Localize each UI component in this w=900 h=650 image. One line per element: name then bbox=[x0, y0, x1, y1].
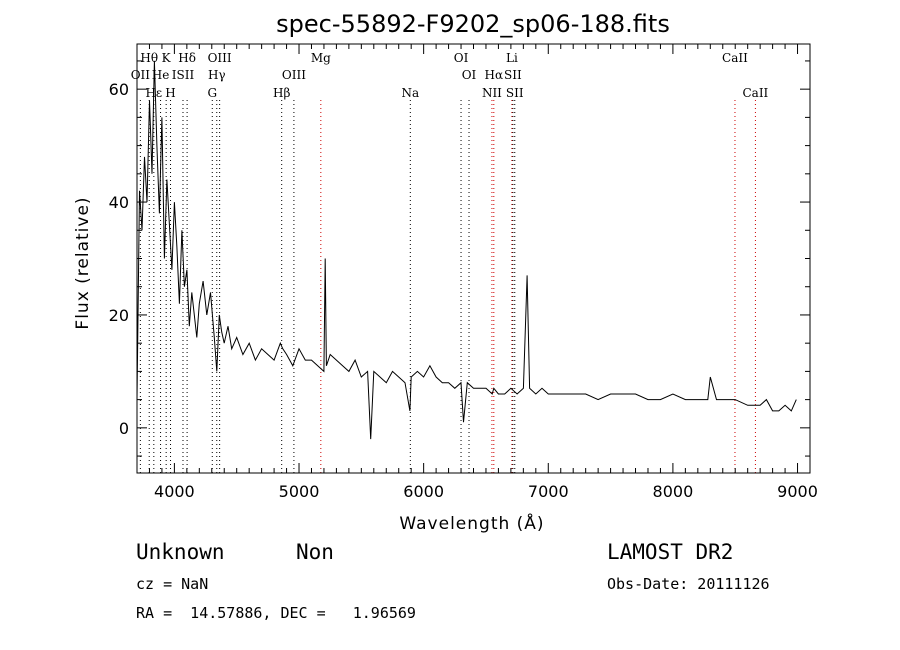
y-axis-label: Flux (relative) bbox=[73, 196, 93, 329]
x-tick-label: 9000 bbox=[777, 482, 818, 501]
spectrum-series-line bbox=[136, 60, 797, 440]
line-marker-label: Hα bbox=[485, 68, 504, 82]
line-marker-label: Mg bbox=[311, 51, 331, 65]
line-marker-label: OII bbox=[131, 68, 151, 82]
obs-date-label: Obs-Date: 20111126 bbox=[607, 575, 770, 593]
line-marker-label: G bbox=[207, 86, 217, 100]
axis-ticks: 4000 5000 6000 7000 8000 9000 0 20 40 60 bbox=[109, 44, 818, 501]
line-marker-label: OIII bbox=[282, 68, 306, 82]
line-marker-label: OIII bbox=[208, 51, 232, 65]
y-tick-label: 0 bbox=[119, 419, 129, 438]
coordinates-label: RA = 14.57886, DEC = 1.96569 bbox=[136, 604, 416, 622]
x-tick-label: 6000 bbox=[403, 482, 444, 501]
x-tick-label: 7000 bbox=[528, 482, 569, 501]
y-tick-label: 60 bbox=[109, 80, 129, 99]
line-marker-label: SII bbox=[504, 68, 522, 82]
line-marker-label: OI bbox=[454, 51, 469, 65]
chart-title: spec-55892-F9202_sp06-188.fits bbox=[276, 10, 670, 38]
y-tick-label: 40 bbox=[109, 193, 129, 212]
x-tick-label: 8000 bbox=[653, 482, 694, 501]
line-marker-label: ISII bbox=[172, 68, 195, 82]
classification-label: Unknown bbox=[136, 540, 225, 564]
line-marker-label: CaII bbox=[722, 51, 748, 65]
line-marker-label: K bbox=[162, 51, 172, 65]
redshift-label: cz = NaN bbox=[136, 575, 209, 593]
plot-frame bbox=[136, 43, 811, 474]
line-marker-label: Hδ bbox=[178, 51, 196, 65]
x-axis-label: Wavelength (Å) bbox=[399, 512, 544, 534]
line-marker-label: Hγ bbox=[208, 68, 226, 82]
line-marker-label: NII bbox=[482, 86, 502, 100]
x-tick-label: 4000 bbox=[154, 482, 195, 501]
line-marker-label: Hθ bbox=[140, 51, 158, 65]
x-tick-label: 5000 bbox=[279, 482, 320, 501]
line-marker-label: Hβ bbox=[273, 86, 290, 100]
line-marker-label: Na bbox=[401, 86, 419, 100]
survey-label: LAMOST DR2 bbox=[607, 540, 734, 564]
y-tick-label: 20 bbox=[109, 306, 129, 325]
line-marker-label: Li bbox=[506, 51, 518, 65]
line-marker-label: SII bbox=[506, 86, 524, 100]
subclass-label: Non bbox=[296, 540, 334, 564]
line-marker-label: H bbox=[165, 86, 175, 100]
line-marker-label: He bbox=[152, 68, 170, 82]
emission-line-markers: Hθ K Hδ OIII Mg OI Li CaII OII He ISII Hγ OIII OI Hα SI… bbox=[131, 51, 769, 473]
line-marker-label: OI bbox=[462, 68, 477, 82]
line-marker-label: CaII bbox=[742, 86, 768, 100]
